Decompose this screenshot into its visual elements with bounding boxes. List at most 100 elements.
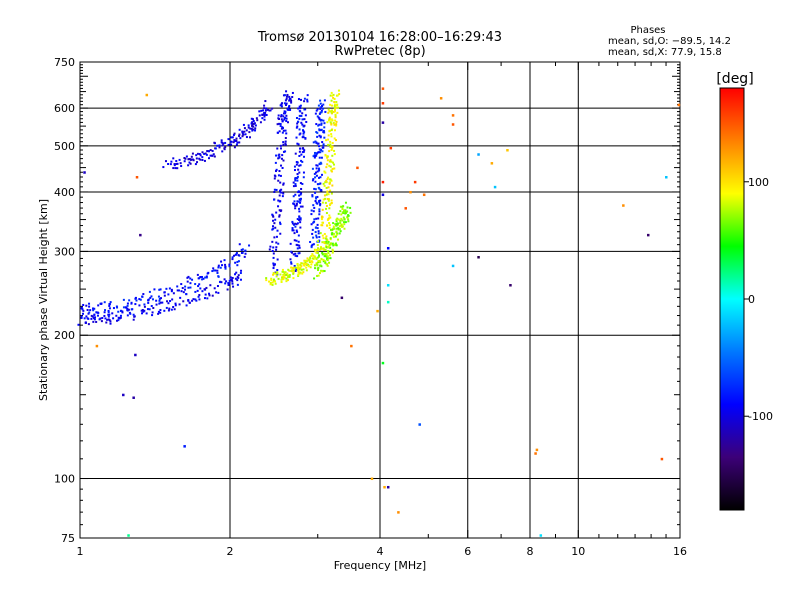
echo-point <box>273 263 276 266</box>
echo-point <box>333 101 336 104</box>
echo-point <box>282 150 285 153</box>
echo-point <box>278 214 281 217</box>
echo-point <box>298 109 301 112</box>
echo-point <box>279 104 282 107</box>
echo-point <box>318 213 321 216</box>
echo-point <box>311 179 314 182</box>
echo-point <box>318 254 321 257</box>
echo-point <box>297 273 300 276</box>
echo-point <box>303 155 306 158</box>
y-tick-label: 500 <box>54 140 75 153</box>
scatter-point <box>132 396 135 399</box>
echo-point <box>281 102 284 105</box>
echo-point <box>194 298 197 301</box>
echo-point <box>240 269 243 272</box>
colorbar-tick-label: -100 <box>748 410 773 423</box>
echo-point <box>196 161 199 164</box>
echo-point <box>265 107 268 110</box>
echo-point <box>304 137 307 140</box>
echo-point <box>241 248 244 251</box>
echo-point <box>305 269 308 272</box>
echo-point <box>224 267 227 270</box>
echo-point <box>268 109 271 112</box>
echo-point <box>224 146 227 149</box>
x-tick-label: 8 <box>527 545 534 558</box>
echo-point <box>283 112 286 115</box>
echo-point <box>169 163 172 166</box>
echo-point <box>173 308 176 311</box>
echo-point <box>242 123 245 126</box>
echo-point <box>318 255 321 258</box>
echo-point <box>108 313 111 316</box>
echo-point <box>275 248 278 251</box>
echo-point <box>284 140 287 143</box>
echo-point <box>306 260 309 263</box>
echo-point <box>201 290 204 293</box>
echo-point <box>276 131 279 134</box>
echo-point <box>315 152 318 155</box>
echo-point <box>320 269 323 272</box>
echo-point <box>272 256 275 259</box>
scatter-point <box>451 114 455 117</box>
echo-point <box>239 137 242 140</box>
echo-point <box>182 291 185 294</box>
echo-point <box>292 181 295 184</box>
echo-point <box>294 266 297 269</box>
echo-point <box>319 261 322 264</box>
echo-point <box>130 308 133 311</box>
echo-point <box>319 107 322 110</box>
echo-point <box>231 258 234 261</box>
echo-point <box>299 221 302 224</box>
echo-point <box>340 213 343 216</box>
echo-point <box>198 294 201 297</box>
echo-point <box>105 321 108 324</box>
echo-point <box>299 226 302 229</box>
echo-point <box>343 221 346 224</box>
scatter-point <box>677 103 681 107</box>
echo-point <box>197 285 200 288</box>
echo-point <box>322 143 325 146</box>
echo-point <box>292 271 295 274</box>
echo-point <box>251 118 254 121</box>
echo-point <box>316 108 319 111</box>
echo-point <box>313 218 316 221</box>
echo-point <box>315 201 318 204</box>
echo-point <box>319 99 322 102</box>
echo-point <box>303 131 306 134</box>
scatter-point <box>404 207 407 210</box>
echo-point <box>254 129 257 132</box>
echo-point <box>238 133 241 136</box>
echo-point <box>315 258 318 261</box>
echo-point <box>328 261 331 264</box>
echo-point <box>186 280 189 283</box>
echo-point <box>298 194 301 197</box>
echo-point <box>289 108 292 111</box>
scatter-point <box>376 309 379 313</box>
echo-point <box>170 288 173 291</box>
echo-point <box>328 164 331 167</box>
echo-point <box>317 230 320 233</box>
echo-point <box>318 200 321 203</box>
echo-point <box>283 272 286 275</box>
echo-point <box>315 164 318 167</box>
echo-point <box>334 119 337 122</box>
echo-point <box>217 291 220 294</box>
echo-point <box>222 142 225 145</box>
echo-point <box>80 316 83 319</box>
echo-point <box>284 150 287 153</box>
echo-point <box>241 135 244 138</box>
echo-point <box>329 159 332 162</box>
echo-point <box>85 304 88 307</box>
echo-point <box>116 306 119 309</box>
echo-point <box>296 244 299 247</box>
echo-point <box>187 286 190 289</box>
scatter-point <box>350 344 353 348</box>
echo-point <box>326 264 329 267</box>
echo-point <box>263 113 266 116</box>
echo-point <box>332 121 335 124</box>
echo-point <box>279 144 282 147</box>
echo-point <box>188 161 191 164</box>
echo-point <box>322 103 325 106</box>
echo-point <box>309 257 312 260</box>
echo-point <box>293 264 296 267</box>
